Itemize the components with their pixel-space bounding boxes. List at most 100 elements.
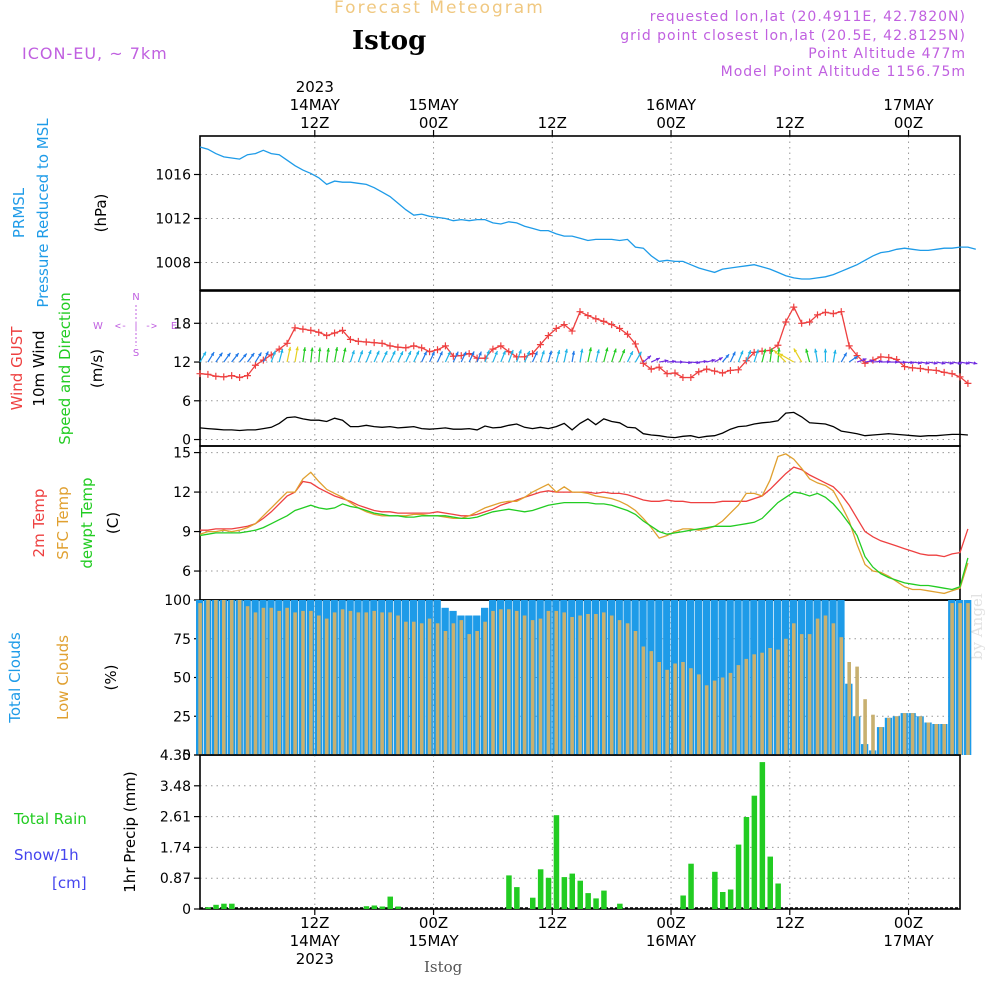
gust-marker — [901, 363, 909, 371]
wind-arrow-head — [823, 348, 828, 353]
gust-marker — [402, 344, 410, 352]
low-cloud-bar — [451, 623, 456, 756]
wind-arrow-head — [526, 351, 530, 355]
low-cloud-bar — [728, 672, 733, 755]
low-cloud-bar — [815, 618, 820, 755]
low-cloud-bar — [918, 716, 923, 756]
y-tick-label: 9 — [182, 525, 191, 541]
low-cloud-bar — [649, 651, 654, 755]
wind-arrow — [571, 350, 576, 363]
gust-marker — [291, 324, 299, 332]
axis-label: Wind GUST — [8, 326, 26, 411]
gust-marker — [798, 319, 806, 327]
low-cloud-bar — [285, 607, 289, 756]
wind-arrow — [373, 350, 380, 363]
low-cloud-bar — [792, 623, 796, 756]
y-tick-label: 25 — [173, 709, 191, 725]
wind-arrow — [675, 360, 684, 364]
wind-arrow-head — [280, 349, 284, 353]
wind-arrow — [642, 355, 652, 363]
low-cloud-bar — [459, 620, 464, 755]
wind-arrow-head — [310, 347, 314, 352]
low-cloud-bar — [546, 610, 551, 755]
gust-marker — [251, 361, 259, 369]
wind-arrow — [682, 360, 693, 365]
wind-arrow-head — [793, 348, 798, 353]
compass-west: W — [93, 321, 103, 332]
wind-arrow — [318, 347, 322, 363]
gust-marker — [853, 352, 861, 360]
time-tick-label-bottom: 15MAY — [408, 932, 459, 950]
wind-arrow — [714, 356, 723, 363]
low-cloud-bar — [641, 646, 646, 755]
gust-marker — [426, 348, 434, 356]
wind-arrow — [357, 350, 364, 363]
gust-marker — [560, 321, 568, 329]
low-cloud-bar — [617, 620, 622, 755]
rain-bar — [395, 906, 401, 909]
gust-marker — [568, 327, 576, 335]
wind-arrow-head — [272, 350, 276, 355]
gust-marker — [228, 372, 236, 380]
wind-arrow — [247, 352, 255, 363]
low-cloud-bar — [831, 623, 836, 756]
series-line — [199, 146, 976, 280]
gust-marker — [299, 325, 307, 333]
wind-arrow-head — [777, 347, 781, 352]
rain-bar — [561, 877, 568, 909]
wind-arrow — [223, 352, 231, 363]
low-cloud-bar — [934, 724, 939, 755]
gust-marker — [584, 312, 592, 320]
wind-arrow-head — [605, 347, 609, 352]
gust-marker — [497, 342, 505, 350]
gust-marker — [505, 348, 513, 356]
wind-arrow — [944, 361, 954, 365]
low-cloud-bar — [229, 600, 234, 755]
wind-arrow-head — [725, 354, 730, 359]
y-tick-label: 100 — [164, 593, 191, 609]
gust-marker — [639, 359, 647, 367]
wind-arrow-head — [556, 350, 561, 354]
low-cloud-bar — [538, 618, 543, 755]
gust-marker — [964, 379, 972, 387]
low-cloud-bar — [910, 713, 915, 755]
time-tick-label-bottom: 17MAY — [883, 932, 934, 950]
low-cloud-bar — [261, 607, 266, 756]
wind-arrow-head — [805, 348, 809, 353]
gust-marker — [845, 342, 853, 350]
wind-arrow — [778, 353, 795, 363]
low-cloud-bar — [689, 668, 693, 755]
wind-arrow-head — [202, 351, 206, 356]
low-cloud-bar — [942, 724, 946, 755]
wind-arrow — [951, 361, 962, 365]
y-tick-label: 2.61 — [160, 810, 191, 826]
time-tick-label-top: 12Z — [300, 114, 329, 132]
time-tick-label-bottom: 16MAY — [646, 932, 697, 950]
low-cloud-bar — [499, 609, 503, 755]
low-cloud-bar — [293, 612, 297, 755]
low-cloud-bar — [839, 637, 844, 755]
low-cloud-bar — [396, 615, 400, 755]
precip-panel: 0 0.87 1.74 2.61 3.48 4.35 — [160, 748, 961, 918]
gust-marker — [600, 317, 608, 325]
y-tick-label: 0 — [182, 748, 191, 764]
wind-arrow-head — [910, 360, 915, 365]
low-cloud-bar — [467, 634, 471, 755]
wind-arrow-head — [302, 347, 307, 351]
rain-bar — [537, 869, 544, 909]
wind-arrow-head — [447, 351, 451, 356]
wind-arrow — [650, 357, 661, 363]
wind-arrow-head — [359, 350, 363, 355]
rain-bar — [363, 906, 370, 909]
wind-arrow-head — [688, 360, 692, 365]
low-cloud-bar — [237, 600, 242, 755]
wind-arrow-head — [833, 349, 837, 354]
wind-arrow-head — [870, 359, 875, 363]
time-tick-label-top: 16MAY — [646, 96, 697, 114]
compass-east: E — [171, 321, 177, 332]
low-cloud-bar — [863, 699, 867, 755]
wind-arrow — [539, 350, 545, 363]
wind-arrow — [429, 351, 435, 363]
rain-bar — [371, 905, 378, 909]
